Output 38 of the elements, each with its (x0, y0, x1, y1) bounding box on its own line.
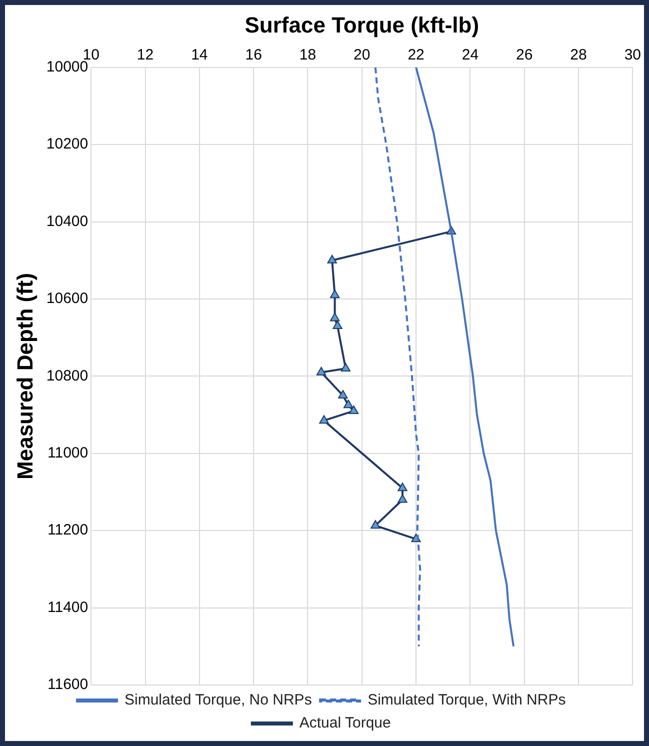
y-tick-label: 10600 (46, 290, 88, 308)
point (316, 366, 326, 376)
point (370, 520, 380, 529)
x-tick-label: 24 (462, 46, 479, 64)
x-tick-label: 12 (136, 46, 154, 64)
point (319, 415, 329, 424)
x-tick-label: 16 (245, 46, 262, 64)
legend-label: Simulated Torque, No NRPs (124, 692, 312, 709)
x-tick-label: 22 (408, 46, 424, 64)
y-tick-label: 10800 (46, 367, 88, 384)
y-tick-label: 11200 (48, 522, 88, 539)
x-tick-label: 20 (354, 46, 370, 64)
x-tick-label: 30 (624, 46, 641, 64)
point (344, 400, 354, 408)
y-tick-label: 11400 (48, 598, 88, 616)
y-tick-label: 11600 (48, 676, 88, 694)
line-series (374, 67, 422, 648)
y-tick-label: 10400 (46, 212, 88, 230)
legend-label: Actual Torque (299, 714, 391, 732)
x-tick-label: 28 (570, 46, 587, 64)
point (330, 290, 340, 298)
y-axis-title: Measured Depth (ft) (12, 272, 38, 480)
y-tick-label: 10000 (46, 58, 88, 76)
point (348, 405, 359, 414)
point (332, 320, 342, 330)
chart-title: Surface Torque (kft-lb) (244, 12, 480, 38)
y-tick-label: 10200 (46, 136, 88, 153)
y-tick-label: 11000 (48, 444, 88, 462)
x-tick-label: 26 (516, 46, 533, 64)
x-tick-label: 18 (299, 46, 316, 64)
point (327, 254, 337, 264)
legend-label: Simulated Torque, With NRPs (368, 692, 566, 709)
point (330, 312, 340, 322)
point (398, 494, 408, 503)
point (340, 362, 350, 372)
point (398, 482, 408, 492)
point (338, 390, 348, 398)
x-tick-label: 14 (191, 46, 208, 64)
